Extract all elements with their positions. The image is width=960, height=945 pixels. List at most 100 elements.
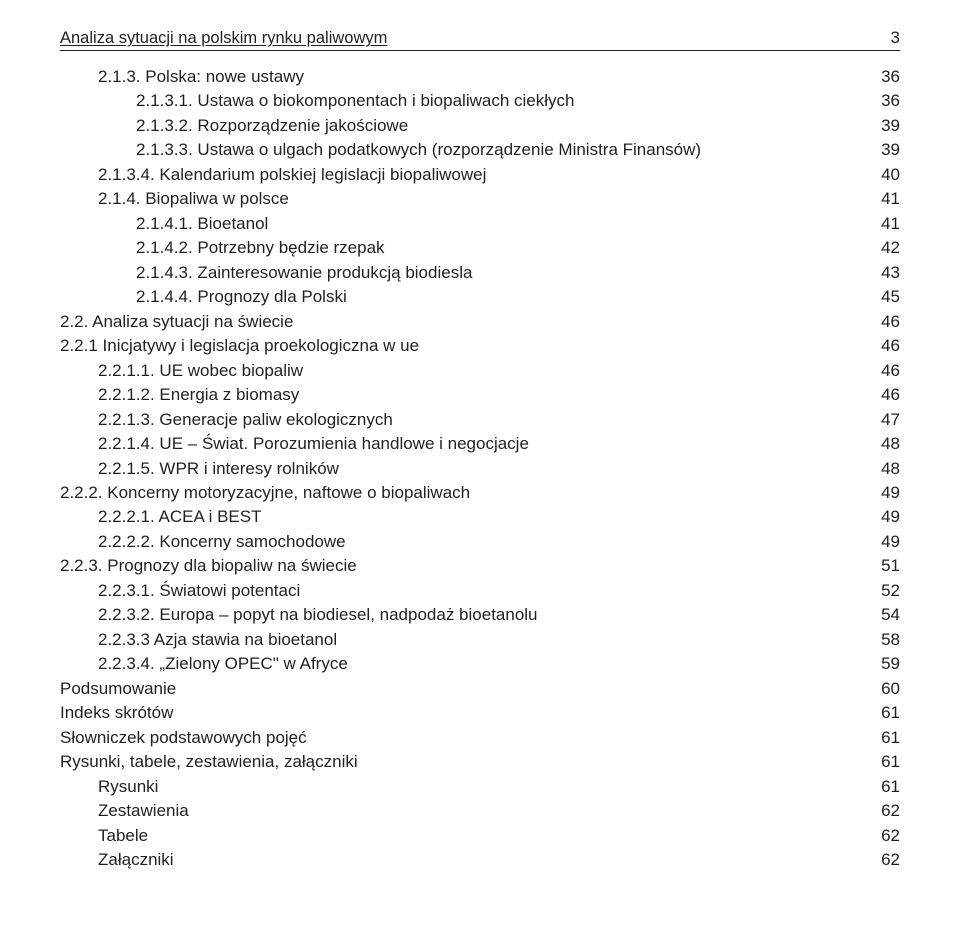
- toc-page: 62: [869, 848, 900, 872]
- toc-label: 2.2.3.3 Azja stawia na bioetanol: [60, 628, 337, 652]
- toc-label: 2.1.4.2. Potrzebny będzie rzepak: [60, 236, 385, 260]
- toc-row: 2.1.4.4. Prognozy dla Polski 45: [60, 285, 900, 309]
- toc-label: 2.2.3. Prognozy dla biopaliw na świecie: [60, 554, 357, 578]
- toc-page: 39: [869, 138, 900, 162]
- toc-page: 62: [869, 799, 900, 823]
- header-title: Analiza sytuacji na polskim rynku paliwo…: [60, 29, 387, 48]
- toc-page: 49: [869, 530, 900, 554]
- toc-page: 36: [869, 65, 900, 89]
- toc-row: 2.1.3.3. Ustawa o ulgach podatkowych (ro…: [60, 138, 900, 162]
- toc-label: Rysunki, tabele, zestawienia, załączniki: [60, 750, 358, 774]
- toc-page: 39: [869, 114, 900, 138]
- toc-row: 2.2.3.2. Europa – popyt na biodiesel, na…: [60, 603, 900, 627]
- toc-page: 49: [869, 481, 900, 505]
- page-header: Analiza sytuacji na polskim rynku paliwo…: [60, 28, 900, 51]
- toc-page: 51: [869, 554, 900, 578]
- toc-page: 43: [869, 261, 900, 285]
- toc-label: Słowniczek podstawowych pojęć: [60, 726, 307, 750]
- toc-row: Załączniki 62: [60, 848, 900, 872]
- toc-page: 46: [869, 383, 900, 407]
- toc-label: 2.2.1.1. UE wobec biopaliw: [60, 359, 303, 383]
- toc-row: Tabele 62: [60, 824, 900, 848]
- toc-row: Zestawienia 62: [60, 799, 900, 823]
- toc-page: 36: [869, 89, 900, 113]
- toc-row: 2.2. Analiza sytuacji na świecie 46: [60, 310, 900, 334]
- toc-row: 2.2.1.3. Generacje paliw ekologicznych 47: [60, 408, 900, 432]
- toc-row: 2.2.3.1. Światowi potentaci 52: [60, 579, 900, 603]
- toc-page: 45: [869, 285, 900, 309]
- toc-label: Zestawienia: [60, 799, 189, 823]
- toc-label: 2.2.3.4. „Zielony OPEC" w Afryce: [60, 652, 348, 676]
- toc-page: 58: [869, 628, 900, 652]
- toc-page: 41: [869, 212, 900, 236]
- toc-row: 2.1.4.3. Zainteresowanie produkcją biodi…: [60, 261, 900, 285]
- toc-page: 54: [869, 603, 900, 627]
- toc-row: 2.2.2. Koncerny motoryzacyjne, naftowe o…: [60, 481, 900, 505]
- toc-row: Rysunki 61: [60, 775, 900, 799]
- toc-row: 2.2.1.5. WPR i interesy rolników 48: [60, 457, 900, 481]
- toc-row: 2.1.4. Biopaliwa w polsce 41: [60, 187, 900, 211]
- toc-label: 2.1.3.2. Rozporządzenie jakościowe: [60, 114, 408, 138]
- toc-page: 42: [869, 236, 900, 260]
- toc-label: 2.2.1.4. UE – Świat. Porozumienia handlo…: [60, 432, 529, 456]
- toc-row: 2.2.1.4. UE – Świat. Porozumienia handlo…: [60, 432, 900, 456]
- toc-label: 2.2.2.1. ACEA i BEST: [60, 505, 261, 529]
- header-page-number: 3: [891, 28, 900, 48]
- toc-page: 61: [869, 701, 900, 725]
- toc-row: 2.2.2.2. Koncerny samochodowe 49: [60, 530, 900, 554]
- toc-row: Rysunki, tabele, zestawienia, załączniki…: [60, 750, 900, 774]
- toc-label: 2.2.2.2. Koncerny samochodowe: [60, 530, 346, 554]
- toc-page: 41: [869, 187, 900, 211]
- toc-page: 47: [869, 408, 900, 432]
- toc-label: 2.2.1 Inicjatywy i legislacja proekologi…: [60, 334, 419, 358]
- toc-page: 46: [869, 359, 900, 383]
- toc-label: 2.2.2. Koncerny motoryzacyjne, naftowe o…: [60, 481, 470, 505]
- toc-label: 2.2.3.1. Światowi potentaci: [60, 579, 300, 603]
- toc-row: 2.2.3.4. „Zielony OPEC" w Afryce 59: [60, 652, 900, 676]
- toc-label: 2.1.4. Biopaliwa w polsce: [60, 187, 289, 211]
- toc-row: 2.1.3.2. Rozporządzenie jakościowe 39: [60, 114, 900, 138]
- toc-label: Podsumowanie: [60, 677, 176, 701]
- toc-page: 46: [869, 310, 900, 334]
- toc-page: 52: [869, 579, 900, 603]
- toc-page: 62: [869, 824, 900, 848]
- toc-label: 2.2.1.2. Energia z biomasy: [60, 383, 299, 407]
- toc-row: 2.2.1.1. UE wobec biopaliw 46: [60, 359, 900, 383]
- toc-page: 40: [869, 163, 900, 187]
- toc-label: Tabele: [60, 824, 148, 848]
- toc-label: 2.2.1.3. Generacje paliw ekologicznych: [60, 408, 393, 432]
- toc-row: Słowniczek podstawowych pojęć 61: [60, 726, 900, 750]
- toc-page: 61: [869, 775, 900, 799]
- toc-row: 2.1.3. Polska: nowe ustawy 36: [60, 65, 900, 89]
- toc-label: 2.1.3.1. Ustawa o biokomponentach i biop…: [60, 89, 574, 113]
- toc-row: Indeks skrótów61: [60, 701, 900, 725]
- toc-page: 48: [869, 457, 900, 481]
- toc-label: 2.2.3.2. Europa – popyt na biodiesel, na…: [60, 603, 538, 627]
- table-of-contents: 2.1.3. Polska: nowe ustawy 36 2.1.3.1. Ust…: [60, 65, 900, 872]
- toc-page: 61: [869, 726, 900, 750]
- toc-label: 2.2.1.5. WPR i interesy rolników: [60, 457, 339, 481]
- toc-page: 49: [869, 505, 900, 529]
- toc-label: 2.1.3. Polska: nowe ustawy: [60, 65, 304, 89]
- toc-row: 2.2.2.1. ACEA i BEST 49: [60, 505, 900, 529]
- toc-page: 46: [869, 334, 900, 358]
- toc-row: 2.1.4.2. Potrzebny będzie rzepak 42: [60, 236, 900, 260]
- toc-row: 2.1.3.1. Ustawa o biokomponentach i biop…: [60, 89, 900, 113]
- toc-label: Rysunki: [60, 775, 158, 799]
- toc-row: 2.1.3.4. Kalendarium polskiej legislacji…: [60, 163, 900, 187]
- toc-label: 2.1.4.4. Prognozy dla Polski: [60, 285, 347, 309]
- toc-row: 2.2.1 Inicjatywy i legislacja proekologi…: [60, 334, 900, 358]
- toc-row: 2.1.4.1. Bioetanol 41: [60, 212, 900, 236]
- toc-label: Załączniki: [60, 848, 174, 872]
- toc-label: 2.1.3.4. Kalendarium polskiej legislacji…: [60, 163, 486, 187]
- toc-label: 2.2. Analiza sytuacji na świecie: [60, 310, 293, 334]
- toc-page: 61: [869, 750, 900, 774]
- toc-row: 2.2.1.2. Energia z biomasy 46: [60, 383, 900, 407]
- toc-row: 2.2.3.3 Azja stawia na bioetanol 58: [60, 628, 900, 652]
- toc-row: 2.2.3. Prognozy dla biopaliw na świecie 5…: [60, 554, 900, 578]
- toc-label: 2.1.4.1. Bioetanol: [60, 212, 268, 236]
- toc-page: 48: [869, 432, 900, 456]
- toc-page: 60: [869, 677, 900, 701]
- toc-label: 2.1.3.3. Ustawa o ulgach podatkowych (ro…: [60, 138, 701, 162]
- toc-page: 59: [869, 652, 900, 676]
